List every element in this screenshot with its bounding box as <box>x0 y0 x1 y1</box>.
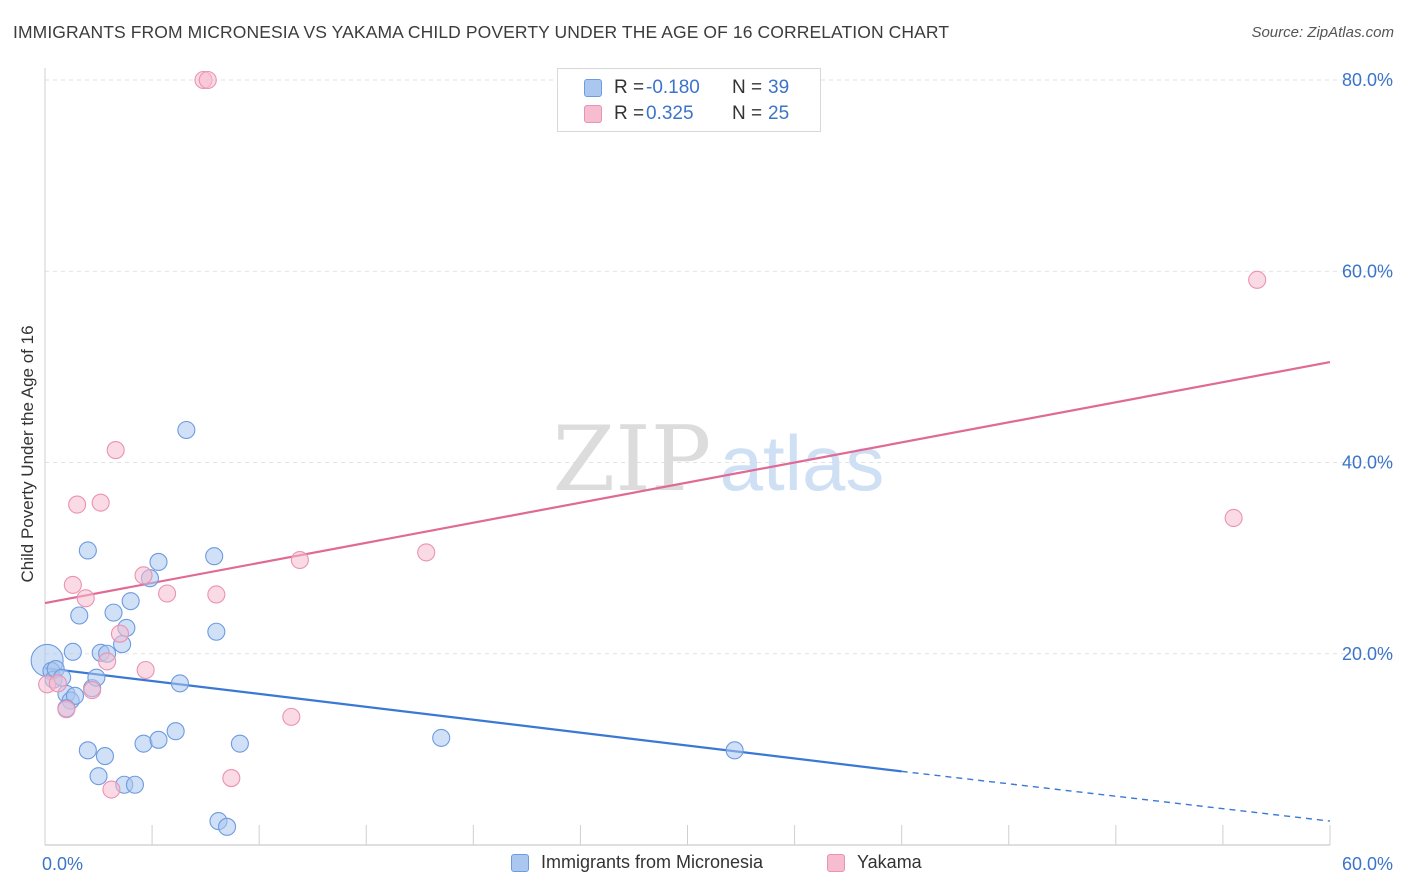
micronesia-point <box>63 642 82 661</box>
micronesia-point <box>104 603 123 622</box>
pink-swatch-icon <box>827 853 845 872</box>
micronesia-point <box>205 547 224 566</box>
n-label: N = <box>732 103 763 124</box>
yakama-point <box>417 543 436 562</box>
micronesia-point <box>149 730 168 749</box>
trend-line-extension <box>901 770 1331 822</box>
yakama-point <box>98 652 117 671</box>
yakama-point <box>110 624 130 643</box>
legend-label-micronesia: Immigrants from Micronesia <box>541 852 764 872</box>
y-axis-label: Child Poverty Under the Age of 16 <box>18 325 37 582</box>
y-tick-label: 60.0% <box>1342 261 1393 281</box>
micronesia-point <box>170 674 189 693</box>
yakama-point <box>158 584 177 603</box>
yakama-point <box>290 550 309 570</box>
yakama-point <box>1224 508 1243 528</box>
x-tick-label: 0.0% <box>42 854 83 874</box>
r-value: -0.180 <box>646 77 700 98</box>
r-label: R = <box>614 77 645 98</box>
yakama-point <box>76 589 95 608</box>
n-label: N = <box>732 77 763 98</box>
yakama-point <box>136 660 155 680</box>
chart-title: IMMIGRANTS FROM MICRONESIA VS YAKAMA CHI… <box>13 22 950 42</box>
micronesia-point <box>65 686 85 705</box>
micronesia-point <box>166 722 185 741</box>
yakama-point <box>68 495 87 514</box>
yakama-point <box>57 700 76 719</box>
legend-item-yakama: Yakama <box>827 852 922 873</box>
micronesia-point <box>149 552 168 572</box>
trend-line-yakama <box>44 361 1331 605</box>
yakama-point <box>134 566 153 585</box>
legend-label-yakama: Yakama <box>857 852 922 872</box>
micronesia-point <box>125 775 144 794</box>
y-tick-label: 80.0% <box>1342 70 1393 90</box>
yakama-point <box>207 585 226 604</box>
stats-legend: R = -0.180 N = 39 R = 0.325 N = 25 <box>557 68 821 132</box>
micronesia-point <box>78 741 97 760</box>
micronesia-point <box>432 728 451 747</box>
watermark: ZIP atlas <box>553 407 885 512</box>
n-value: 39 <box>768 77 790 98</box>
yakama-point <box>102 780 121 799</box>
blue-swatch-icon <box>511 853 529 872</box>
micronesia-point <box>217 817 237 836</box>
legend-item-micronesia: Immigrants from Micronesia <box>511 852 763 873</box>
y-tick-label: 20.0% <box>1342 644 1393 664</box>
micronesia-point <box>177 420 196 440</box>
r-value: 0.325 <box>646 103 694 124</box>
yakama-point <box>63 575 82 594</box>
x-tick-label: 60.0% <box>1342 854 1393 874</box>
micronesia-point <box>70 606 89 625</box>
micronesia-point <box>95 747 115 766</box>
micronesia-point <box>89 767 108 786</box>
legend-row-yakama: R = 0.325 N = 25 <box>584 102 789 126</box>
watermark-zip: ZIP <box>553 407 712 512</box>
micronesia-point <box>207 622 226 641</box>
yakama-point <box>222 769 241 788</box>
micronesia-point <box>725 741 744 760</box>
watermark-atlas: atlas <box>720 419 885 507</box>
micronesia-point <box>134 734 153 753</box>
yakama-point <box>83 681 102 700</box>
yakama-point <box>106 441 125 460</box>
yakama-point <box>91 493 110 512</box>
yakama-point <box>198 70 217 90</box>
micronesia-point <box>230 734 249 753</box>
y-tick-label: 40.0% <box>1342 453 1393 473</box>
n-value: 25 <box>768 103 790 124</box>
yakama-point <box>48 674 67 693</box>
micronesia-point <box>121 592 140 611</box>
micronesia-point <box>78 541 97 560</box>
pink-swatch-icon <box>584 105 602 123</box>
legend-row-micronesia: R = -0.180 N = 39 <box>584 76 789 100</box>
source-label: Source: ZipAtlas.com <box>1251 24 1394 41</box>
r-label: R = <box>614 103 645 124</box>
yakama-point <box>282 707 301 726</box>
blue-swatch-icon <box>584 79 602 97</box>
yakama-point <box>1248 270 1267 289</box>
